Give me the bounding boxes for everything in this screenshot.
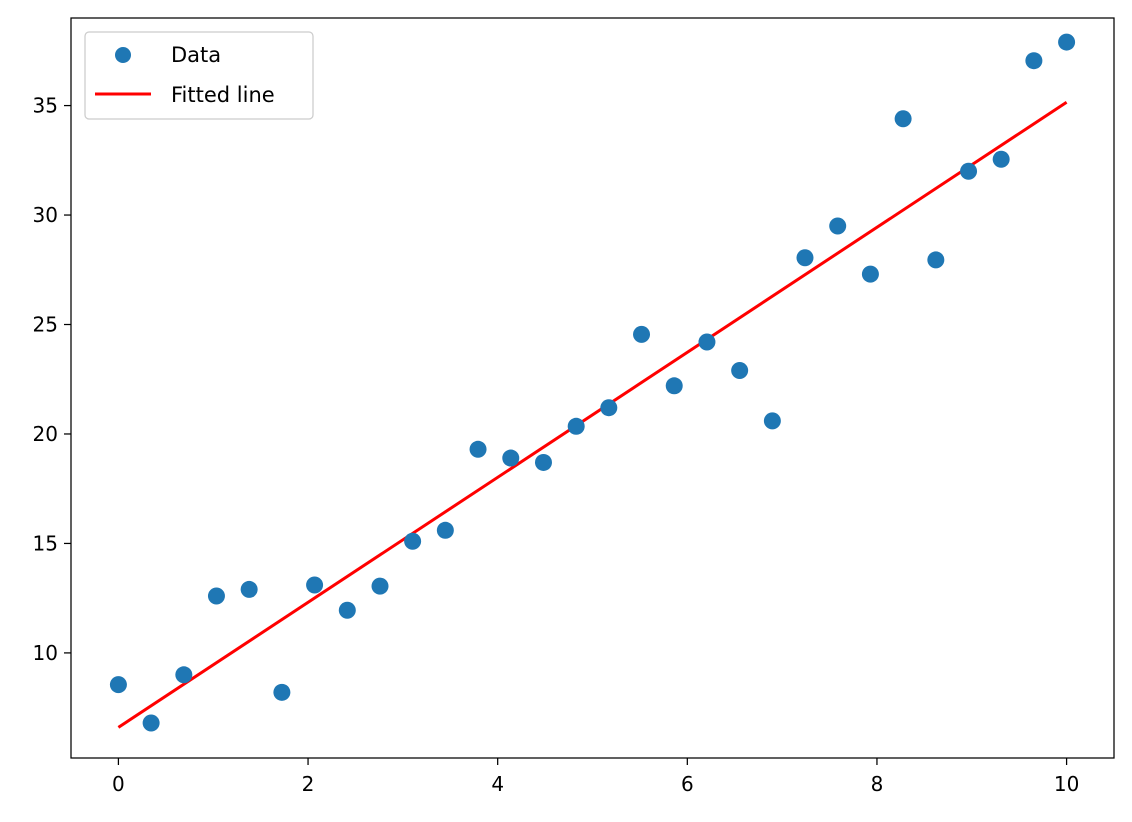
y-tick-label: 20 — [33, 422, 58, 446]
data-point — [600, 399, 618, 417]
data-point — [371, 577, 389, 595]
data-point — [992, 150, 1010, 168]
x-tick-label: 2 — [302, 772, 315, 796]
data-point — [534, 453, 552, 471]
data-point — [894, 110, 912, 128]
data-point — [927, 251, 945, 269]
data-point — [731, 361, 749, 379]
data-point — [698, 333, 716, 351]
data-point — [796, 249, 814, 267]
data-point — [1025, 52, 1043, 70]
data-point — [567, 417, 585, 435]
data-point — [273, 683, 291, 701]
data-point — [861, 265, 879, 283]
plot-area — [71, 18, 1114, 758]
x-tick-label: 6 — [681, 772, 694, 796]
data-point — [306, 576, 324, 594]
data-point — [665, 377, 683, 395]
data-point — [338, 601, 356, 619]
data-point — [404, 532, 422, 550]
legend-label-fitted-line: Fitted line — [171, 83, 275, 107]
legend-label-data: Data — [171, 43, 221, 67]
data-point — [1058, 33, 1076, 51]
data-point — [207, 587, 225, 605]
fitted-line-layer — [117, 101, 1068, 729]
data-point — [109, 676, 127, 694]
x-tick-label: 0 — [112, 772, 125, 796]
data-point — [502, 449, 520, 467]
data-point — [175, 666, 193, 684]
y-axis-ticks: 10 15 20 25 30 35 — [33, 94, 71, 665]
x-axis-ticks: 0 2 4 6 8 10 — [112, 758, 1079, 796]
fitted-line — [117, 101, 1068, 729]
y-tick-label: 25 — [33, 313, 58, 337]
legend-box — [84, 31, 314, 120]
data-point — [763, 412, 781, 430]
data-point — [142, 714, 160, 732]
legend: Data Fitted line — [84, 31, 314, 120]
data-point — [829, 217, 847, 235]
plot-frame — [70, 17, 1115, 759]
y-tick-label: 30 — [33, 203, 58, 227]
y-tick-label: 35 — [33, 94, 58, 118]
x-tick-label: 4 — [491, 772, 504, 796]
data-point — [633, 325, 651, 343]
data-point — [960, 162, 978, 180]
y-tick-label: 15 — [33, 531, 58, 555]
data-point — [240, 580, 258, 598]
y-tick-label: 10 — [33, 641, 58, 665]
x-tick-label: 10 — [1054, 772, 1079, 796]
data-points-layer — [109, 33, 1076, 732]
x-tick-label: 8 — [871, 772, 884, 796]
data-point — [436, 521, 454, 539]
legend-data-marker — [115, 47, 131, 63]
data-point — [469, 440, 487, 458]
